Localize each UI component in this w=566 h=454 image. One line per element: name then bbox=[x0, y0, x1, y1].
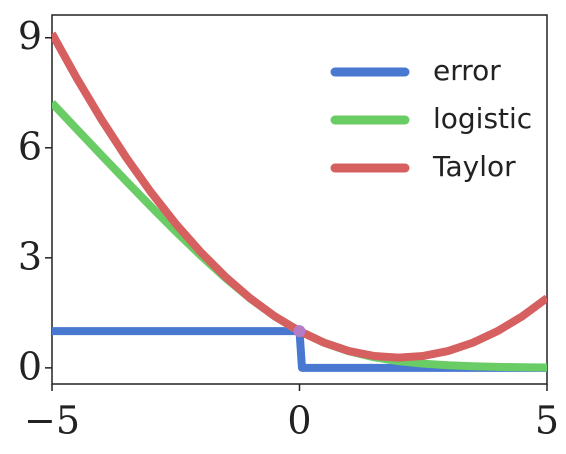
x-tick-label: 5 bbox=[535, 399, 559, 443]
y-tick-label: 9 bbox=[18, 14, 42, 58]
line bbox=[52, 327, 547, 372]
x-tick-label: −5 bbox=[24, 399, 80, 443]
legend-label: Taylor bbox=[432, 150, 516, 183]
y-tick-label: 0 bbox=[18, 344, 42, 388]
legend-label: logistic bbox=[433, 102, 532, 135]
x-tick-label: 0 bbox=[287, 399, 311, 443]
point bbox=[293, 325, 306, 338]
y-tick-label: 3 bbox=[18, 234, 42, 278]
legend-label: error bbox=[433, 54, 501, 87]
y-tick-label: 6 bbox=[18, 124, 42, 168]
plot-area bbox=[51, 14, 548, 385]
